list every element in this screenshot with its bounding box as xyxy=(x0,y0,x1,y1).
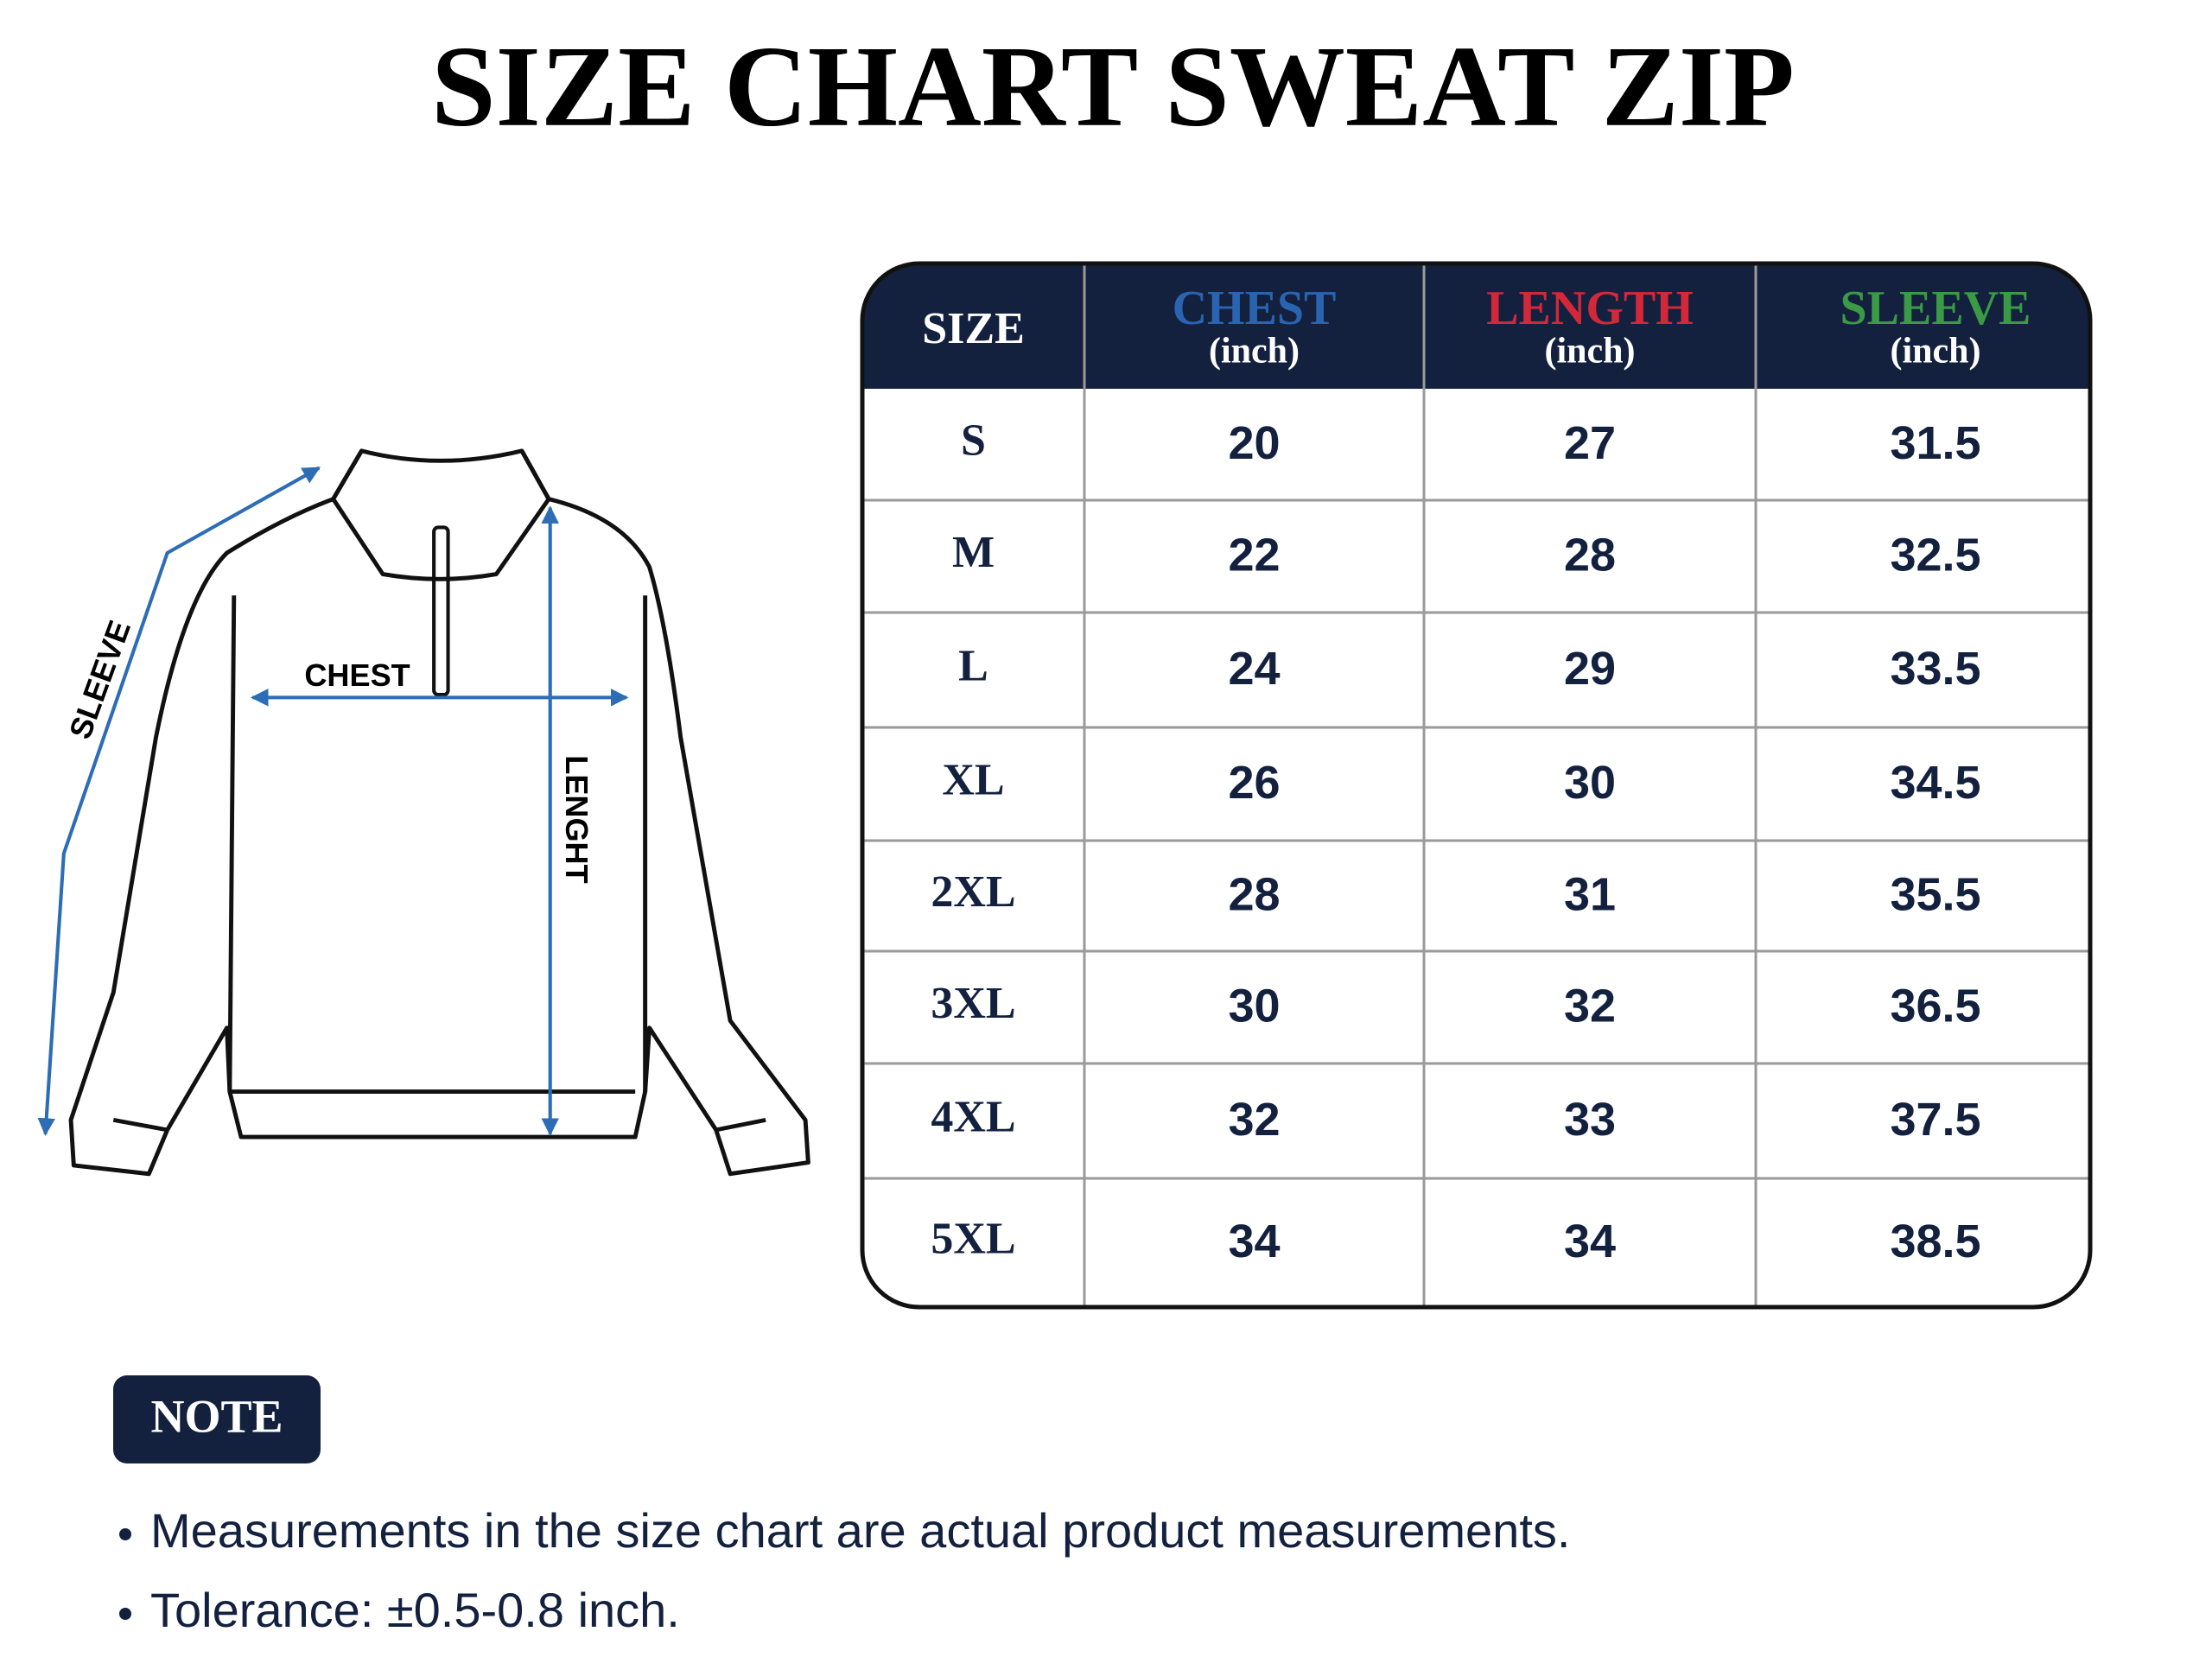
value-cell: 29 xyxy=(1564,643,1616,695)
value-cell: 34.5 xyxy=(1890,757,1980,809)
value-cell: 33.5 xyxy=(1890,643,1980,695)
note-list: Measurements in the size chart are actua… xyxy=(119,1503,1570,1637)
table-border xyxy=(860,261,2093,1310)
value-cell: 35.5 xyxy=(1890,868,1980,920)
header-name: CHEST xyxy=(1173,282,1337,335)
size-table: SIZE CHEST(inch)LENGTH(inch)SLEEVE(inch)S… xyxy=(860,261,2093,1310)
note-badge xyxy=(113,1375,321,1463)
value-cell: 28 xyxy=(1228,868,1280,920)
note-item: Tolerance: ±0.5-0.8 inch. xyxy=(150,1583,680,1637)
value-cell: 32.5 xyxy=(1890,529,1980,581)
value-cell: 24 xyxy=(1228,643,1280,695)
bullet xyxy=(119,1528,131,1540)
header-unit: (inch) xyxy=(1891,332,1981,371)
size-cell: 5XL xyxy=(931,1214,1015,1263)
value-cell: 28 xyxy=(1564,529,1616,581)
header-background xyxy=(862,263,2090,389)
value-cell: 27 xyxy=(1564,417,1616,469)
sweatshirt-diagram: CHEST SLEEVE LENGHT xyxy=(37,448,810,1177)
value-cell: 37.5 xyxy=(1890,1094,1980,1146)
value-cell: 22 xyxy=(1228,529,1280,581)
value-cell: 32 xyxy=(1228,1094,1280,1146)
chest-label: CHEST xyxy=(304,657,410,693)
value-cell: 38.5 xyxy=(1890,1216,1980,1267)
header-name: SIZE xyxy=(922,304,1025,353)
header-name: SLEEVE xyxy=(1840,282,2031,335)
note-label: NOTE xyxy=(150,1390,283,1442)
bullet xyxy=(119,1608,131,1620)
header-unit: (inch) xyxy=(1545,332,1636,371)
table-body xyxy=(862,263,2090,1307)
value-cell: 30 xyxy=(1564,757,1616,809)
size-cell: XL xyxy=(942,755,1004,804)
value-cell: 34 xyxy=(1228,1216,1280,1267)
value-cell: 26 xyxy=(1228,757,1280,809)
value-cell: 20 xyxy=(1228,417,1280,469)
size-cell: 3XL xyxy=(931,979,1015,1028)
value-cell: 32 xyxy=(1564,980,1616,1032)
size-cell: S xyxy=(961,416,986,465)
value-cell: 34 xyxy=(1564,1216,1616,1267)
length-label: LENGHT xyxy=(559,755,594,883)
note-item: Measurements in the size chart are actua… xyxy=(150,1503,1570,1558)
size-cell: L xyxy=(958,641,988,690)
size-cell: 2XL xyxy=(931,867,1015,917)
sleeve-label: SLEEVE xyxy=(62,616,137,744)
size-cell: 4XL xyxy=(931,1092,1015,1141)
title: SIZE CHART SWEAT ZIP xyxy=(431,22,1795,150)
header-unit: (inch) xyxy=(1209,332,1300,371)
value-cell: 36.5 xyxy=(1890,980,1980,1032)
value-cell: 33 xyxy=(1564,1094,1616,1146)
header-name: LENGTH xyxy=(1486,282,1694,335)
size-cell: M xyxy=(952,528,995,577)
value-cell: 31 xyxy=(1564,868,1616,920)
value-cell: 31.5 xyxy=(1890,417,1980,469)
value-cell: 30 xyxy=(1228,980,1280,1032)
